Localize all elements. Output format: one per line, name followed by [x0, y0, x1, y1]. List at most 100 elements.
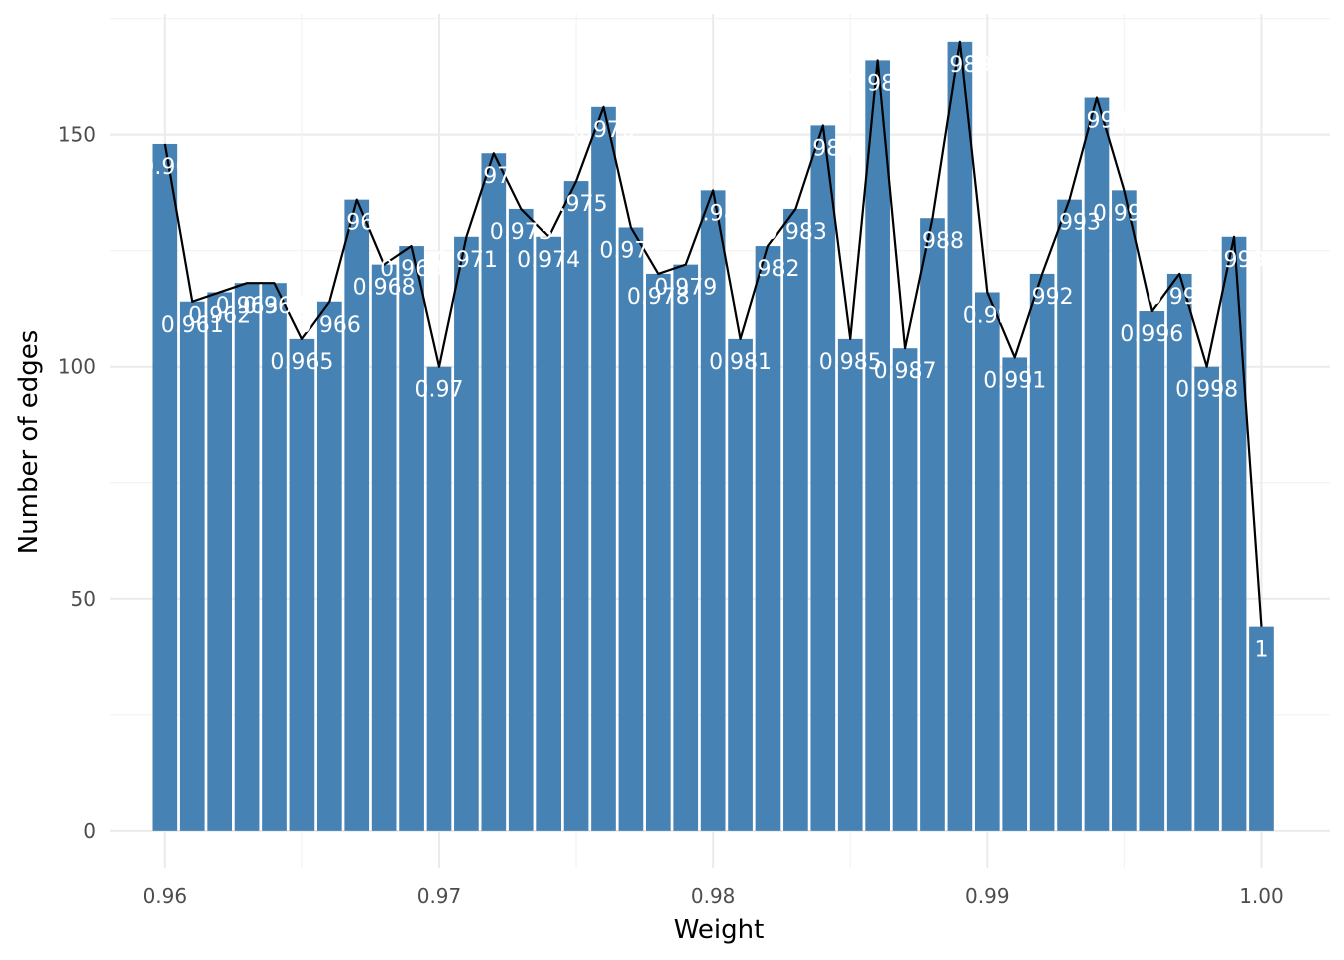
bar-label: 0.982: [736, 257, 799, 282]
bar: [344, 199, 370, 831]
bar-label: 0.993: [1038, 211, 1101, 236]
bar-label: 0.966: [298, 313, 361, 338]
bar-label: 0.964: [243, 294, 306, 319]
bar: [645, 273, 671, 831]
bar: [700, 190, 726, 831]
bar: [1112, 190, 1137, 831]
bar: [1084, 97, 1110, 831]
bar: [892, 348, 918, 831]
bar: [1002, 357, 1028, 831]
x-tick-label: 0.97: [417, 884, 462, 908]
y-axis-title: Number of edges: [14, 330, 44, 555]
bar: [810, 125, 836, 831]
y-tick-label: 100: [58, 355, 96, 379]
bar-label: 0.994: [1065, 109, 1128, 134]
bar-label: 0.976: [572, 118, 635, 143]
y-axis-ticks: 0 50 100 150: [58, 123, 96, 843]
bar-label: 0.99: [963, 303, 1012, 328]
bar: [1249, 626, 1274, 831]
bar: [508, 208, 534, 831]
bar-label: 0.969: [380, 257, 443, 282]
y-tick-label: 50: [71, 587, 96, 611]
bar-label: 0.989: [928, 53, 991, 78]
bar: [755, 246, 781, 831]
bar: [618, 227, 644, 831]
trend-line: [163, 40, 1263, 627]
bar-label: 0.97: [414, 378, 463, 403]
bar-label: 0.991: [983, 368, 1046, 393]
bar-label: 0.979: [654, 276, 717, 301]
bar-label: 0.984: [791, 136, 854, 161]
bar: [316, 301, 342, 831]
y-tick-label: 150: [58, 123, 96, 147]
bar: [289, 338, 315, 831]
bar-label: 0.972: [462, 164, 525, 189]
x-axis-ticks: 0.96 0.97 0.98 0.99 1.00: [143, 884, 1284, 908]
bar-label: 0.978: [627, 285, 690, 310]
bar: [536, 236, 561, 831]
x-tick-label: 0.99: [965, 884, 1010, 908]
bar: [728, 338, 753, 831]
bar-label: 0.967: [325, 211, 388, 236]
bar-label: 0.992: [1011, 285, 1074, 310]
bar-label: 0.971: [435, 248, 498, 273]
bar: [234, 283, 260, 831]
bar-label: 0.997: [1148, 285, 1211, 310]
x-tick-label: 0.96: [143, 884, 188, 908]
bar: [1057, 199, 1082, 831]
x-tick-label: 1.00: [1239, 884, 1284, 908]
bar-label: 0.962: [188, 303, 251, 328]
bar-label: 0.973: [490, 220, 553, 245]
bar: [262, 283, 287, 831]
bar-label: 0.985: [819, 350, 882, 375]
bar: [1029, 273, 1055, 831]
bars: [152, 41, 1274, 831]
bar: [207, 292, 232, 831]
bar: [591, 106, 616, 831]
bar: [673, 264, 699, 831]
bar: [563, 181, 589, 831]
bar: [399, 246, 424, 831]
bar: [1194, 366, 1219, 831]
bar: [837, 338, 863, 831]
bar-label: 0.963: [216, 294, 279, 319]
bar: [481, 153, 507, 831]
bar-label: 0.998: [1175, 378, 1238, 403]
bar: [865, 60, 890, 831]
bar: [783, 208, 808, 831]
bar-label: 0.98: [689, 201, 738, 226]
bar: [1166, 273, 1192, 831]
bar-label: 0.965: [270, 350, 333, 375]
bar-label: 0.987: [874, 359, 937, 384]
bar-label: 1: [1254, 638, 1268, 663]
bar-label: 0.983: [764, 220, 827, 245]
y-tick-label: 0: [83, 819, 96, 843]
bar-label: 0.974: [517, 248, 580, 273]
bar-label: 0.96: [140, 155, 189, 180]
bar: [920, 218, 945, 831]
bar-label: 0.977: [599, 239, 662, 264]
bar-label: 0.986: [846, 71, 909, 96]
bar-label: 0.995: [1093, 201, 1156, 226]
bar-label: 0.961: [161, 313, 224, 338]
bar-label: 0.975: [545, 192, 608, 217]
line-series: [163, 40, 1263, 627]
bar-label: 0.988: [901, 229, 964, 254]
bar: [152, 143, 178, 831]
bar: [974, 292, 1000, 831]
x-axis-title: Weight: [674, 915, 765, 945]
bar-label: 0.996: [1120, 322, 1183, 347]
bar-label: 0.968: [353, 276, 416, 301]
bar: [179, 301, 205, 831]
x-tick-label: 0.98: [691, 884, 736, 908]
bar-label: 0.981: [709, 350, 772, 375]
bar: [1221, 236, 1247, 831]
bar-label: 0.999: [1203, 248, 1266, 273]
bar: [1139, 311, 1165, 831]
bar: [947, 41, 973, 831]
bar: [426, 366, 452, 831]
bar: [371, 264, 397, 831]
bar: [454, 236, 479, 831]
